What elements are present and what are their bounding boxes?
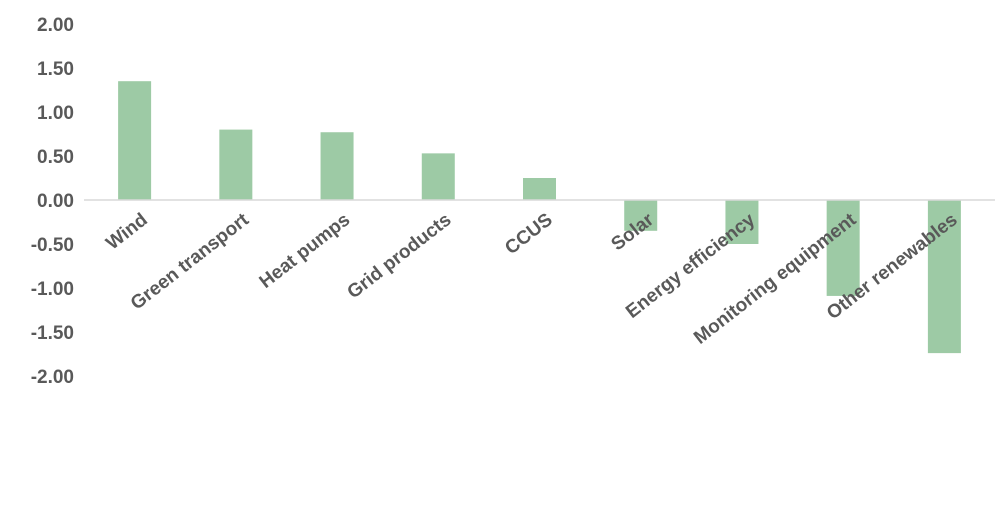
y-tick-label: 2.00	[37, 15, 74, 36]
y-tick-label: -1.50	[31, 323, 74, 344]
y-tick-label: 1.50	[37, 59, 74, 80]
bar	[421, 153, 455, 200]
bar	[826, 200, 860, 296]
category-label: Grid products	[344, 209, 456, 303]
y-tick-label: 0.50	[37, 147, 74, 168]
y-axis-tick-labels: 2.00 1.50 1.00 0.50 0.00 -0.50 -1.00 -1.50 -2.00	[31, 15, 74, 388]
bar	[320, 132, 354, 200]
category-label: Wind	[102, 209, 151, 254]
bar	[624, 200, 658, 231]
bar	[523, 178, 556, 200]
y-tick-label: -2.00	[31, 367, 74, 388]
bar	[219, 129, 253, 200]
bar	[927, 200, 961, 354]
category-label: CCUS	[501, 209, 556, 259]
y-tick-label: 0.00	[37, 191, 74, 212]
y-tick-label: -0.50	[31, 235, 74, 256]
bar	[118, 81, 152, 200]
y-tick-label: -1.00	[31, 279, 74, 300]
y-tick-label: 1.00	[37, 103, 74, 124]
category-label: Heat pumps	[256, 209, 355, 293]
bars	[118, 81, 961, 354]
bar	[725, 200, 759, 244]
